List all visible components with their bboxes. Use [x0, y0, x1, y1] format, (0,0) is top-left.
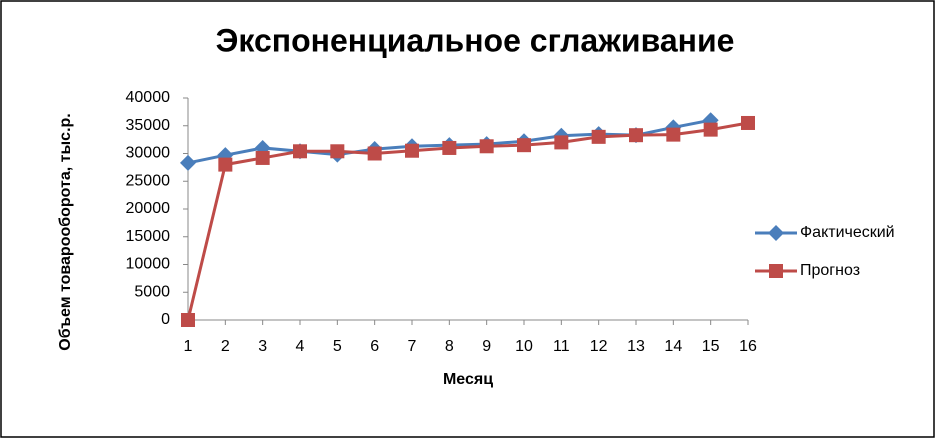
- marker: [769, 264, 783, 278]
- x-tick-label: 2: [221, 338, 230, 355]
- marker: [554, 135, 569, 150]
- marker: [442, 140, 457, 155]
- marker: [330, 144, 345, 159]
- marker: [517, 138, 531, 153]
- marker: [218, 157, 233, 172]
- marker: [181, 313, 195, 327]
- marker: [768, 225, 784, 241]
- y-axis-label: Объем товарооборота, тыс.р.: [57, 113, 74, 350]
- x-tick-label: 13: [627, 338, 645, 355]
- x-tick-label: 8: [445, 338, 454, 355]
- x-tick-label: 11: [553, 338, 570, 355]
- y-tick-label: 10000: [126, 256, 171, 273]
- marker: [591, 129, 606, 144]
- legend-label: Фактический: [800, 224, 895, 241]
- marker: [703, 122, 718, 137]
- chart-title: Экспоненциальное сглаживание: [216, 22, 735, 58]
- marker: [180, 154, 196, 171]
- y-tick-label: 40000: [126, 89, 171, 106]
- x-tick-label: 9: [482, 338, 491, 355]
- y-tick-label: 0: [161, 311, 170, 328]
- y-tick-label: 5000: [134, 283, 170, 300]
- x-tick-label: 12: [590, 338, 608, 355]
- y-tick-label: 25000: [126, 172, 171, 189]
- series-line: [186, 121, 749, 321]
- marker: [629, 128, 643, 143]
- marker: [741, 115, 755, 130]
- marker: [479, 139, 494, 154]
- marker: [255, 150, 270, 165]
- marker: [367, 146, 382, 161]
- x-tick-label: 7: [408, 338, 417, 355]
- marker: [666, 127, 681, 142]
- x-tick-label: 15: [702, 338, 720, 355]
- x-tick-label: 3: [258, 338, 267, 355]
- y-tick-label: 20000: [126, 200, 171, 217]
- x-axis-label: Месяц: [443, 371, 493, 388]
- y-tick-label: 30000: [126, 145, 171, 162]
- marker: [293, 144, 307, 159]
- y-tick-label: 35000: [126, 117, 171, 134]
- x-tick-label: 5: [333, 338, 342, 355]
- legend-label: Прогноз: [800, 262, 860, 279]
- x-tick-label: 4: [296, 338, 305, 355]
- x-tick-label: 1: [184, 338, 193, 355]
- marker: [405, 143, 419, 158]
- y-tick-label: 15000: [126, 228, 171, 245]
- x-tick-label: 6: [370, 338, 379, 355]
- x-tick-label: 14: [664, 338, 682, 355]
- x-tick-label: 10: [515, 338, 533, 355]
- x-tick-label: 16: [739, 338, 757, 355]
